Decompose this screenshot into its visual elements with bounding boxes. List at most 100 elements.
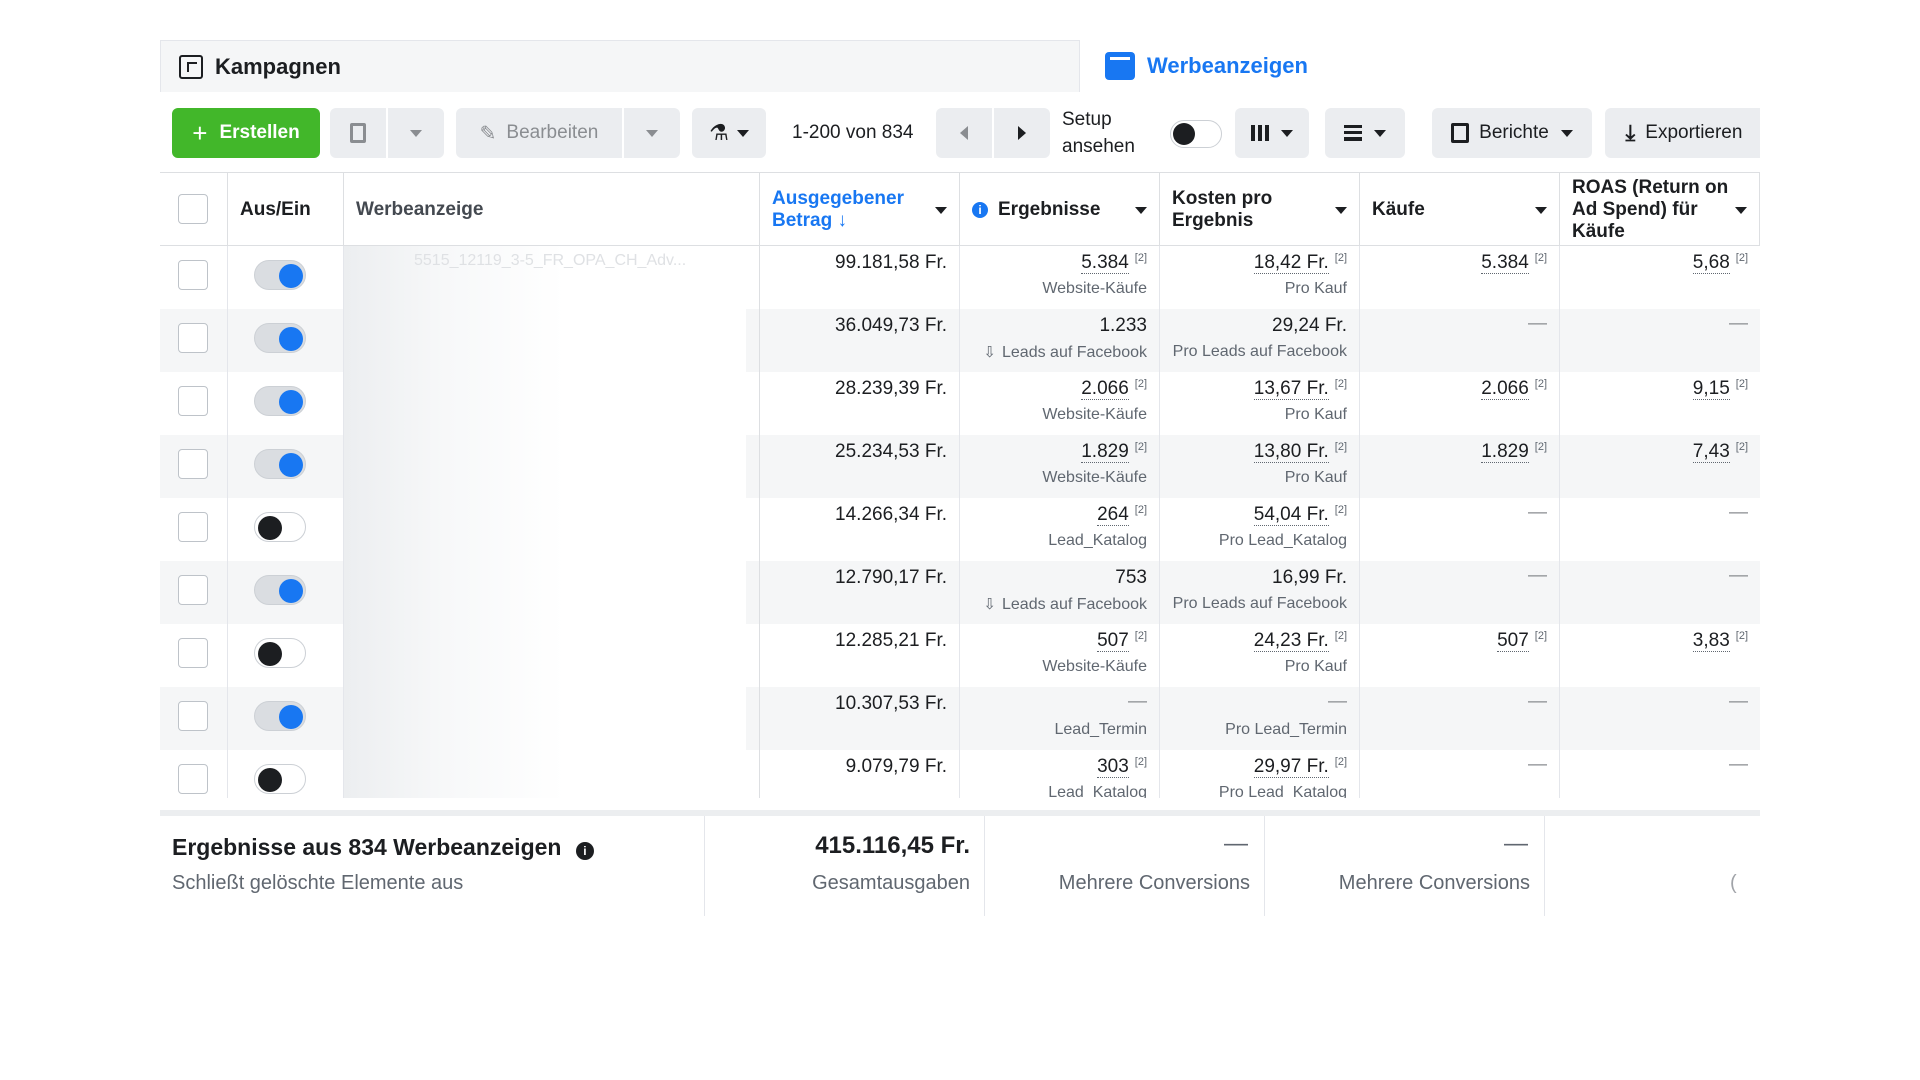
ad-status-toggle[interactable] (254, 512, 306, 542)
value-text: 264 (1097, 504, 1129, 526)
results-value[interactable]: 264 [2] (1097, 504, 1147, 526)
info-icon[interactable]: i (575, 842, 594, 860)
value-text: 24,23 Fr. (1253, 630, 1329, 652)
results-value[interactable]: 2.066 [2] (1081, 378, 1147, 400)
ad-name-cell[interactable]: 5515_12119_3-5_FR_OPA_CH_Adv... (344, 246, 760, 309)
edit-dropdown-button[interactable] (624, 108, 680, 158)
cost-value[interactable]: 16,99 Fr. (1272, 567, 1347, 589)
header-purchases[interactable]: Käufe (1360, 173, 1560, 246)
ad-status-toggle[interactable] (254, 638, 306, 668)
export-button-label: Exportieren (1645, 122, 1743, 143)
table-row[interactable]: 9.079,79 Fr. 303 [2] Lead_Katalog 29,97 Fr. [… (160, 750, 1760, 798)
ad-status-toggle[interactable] (254, 701, 306, 731)
cost-value: — (1328, 691, 1347, 712)
table-row[interactable]: 12.790,17 Fr. 753 ⇩ Leads auf Facebook 16,99… (160, 561, 1760, 624)
ab-test-button[interactable]: ⚗ (692, 108, 766, 158)
header-results[interactable]: i Ergebnisse (960, 173, 1160, 246)
results-value[interactable]: 5.384 [2] (1081, 252, 1147, 274)
table-row[interactable]: 28.239,39 Fr. 2.066 [2] Website-Käufe 13,67 … (160, 372, 1760, 435)
table-row[interactable]: 25.234,53 Fr. 1.829 [2] Website-Käufe 13,80 … (160, 435, 1760, 498)
ad-name-cell[interactable] (344, 435, 760, 498)
ad-status-toggle[interactable] (254, 449, 306, 479)
ad-name-cell[interactable] (344, 624, 760, 687)
purchases-value[interactable]: 507 [2] (1497, 630, 1547, 652)
header-roas[interactable]: ROAS (Return on Ad Spend) für Käufe (1560, 173, 1760, 246)
next-page-button[interactable] (994, 108, 1050, 158)
results-value[interactable]: 1.233 (1099, 315, 1147, 337)
info-icon[interactable]: i (972, 201, 988, 218)
roas-value[interactable]: 5,68 [2] (1692, 252, 1748, 274)
header-onoff[interactable]: Aus/Ein (228, 173, 344, 246)
table-row[interactable]: 36.049,73 Fr. 1.233 ⇩ Leads auf Facebook 29,… (160, 309, 1760, 372)
ad-status-toggle[interactable] (254, 260, 306, 290)
results-value[interactable]: 303 [2] (1097, 756, 1147, 778)
cost-value[interactable]: 24,23 Fr. [2] (1253, 630, 1347, 652)
cost-value[interactable]: 29,24 Fr. (1272, 315, 1347, 337)
cost-value[interactable]: 13,67 Fr. [2] (1253, 378, 1347, 400)
row-checkbox[interactable] (178, 575, 208, 605)
purchases-value[interactable]: 5.384 [2] (1481, 252, 1547, 274)
ad-name-cell[interactable] (344, 309, 760, 372)
breakdown-button[interactable] (1325, 108, 1405, 158)
header-ad-name[interactable]: Werbeanzeige (344, 173, 760, 246)
duplicate-dropdown-button[interactable] (388, 108, 444, 158)
select-cell (160, 372, 228, 435)
ad-name-cell[interactable] (344, 498, 760, 561)
cost-value[interactable]: 29,97 Fr. [2] (1253, 756, 1347, 778)
table-row[interactable]: 5515_12119_3-5_FR_OPA_CH_Adv... 99.181,58… (160, 246, 1760, 309)
row-checkbox[interactable] (178, 449, 208, 479)
ad-status-toggle[interactable] (254, 323, 306, 353)
summary-cost-label: Mehrere Conversions (1338, 872, 1530, 894)
view-setup-line1: Setup (1062, 109, 1112, 130)
lead-download-icon: ⇩ (983, 344, 996, 361)
ad-status-toggle[interactable] (254, 386, 306, 416)
row-checkbox[interactable] (178, 260, 208, 290)
ads-table: Aus/Ein Werbeanzeige Ausgegebener Betrag… (160, 172, 1760, 798)
cost-value[interactable]: 18,42 Fr. [2] (1253, 252, 1347, 274)
ad-name-cell[interactable] (344, 372, 760, 435)
row-checkbox[interactable] (178, 512, 208, 542)
row-checkbox[interactable] (178, 323, 208, 353)
tab-campaigns[interactable]: Kampagnen (160, 40, 1080, 92)
cost-value[interactable]: 13,80 Fr. [2] (1253, 441, 1347, 463)
ad-status-toggle[interactable] (254, 764, 306, 794)
tab-ads[interactable]: Werbeanzeigen (1105, 40, 1308, 92)
edit-button[interactable]: ✎ Bearbeiten (456, 108, 622, 158)
row-checkbox[interactable] (178, 386, 208, 416)
value-text: 54,04 Fr. (1253, 504, 1329, 526)
row-checkbox[interactable] (178, 701, 208, 731)
cost-value[interactable]: 54,04 Fr. [2] (1253, 504, 1347, 526)
ad-name-cell[interactable] (344, 687, 760, 750)
summary-roas-cell: ( (1545, 816, 1760, 916)
amount-spent-cell: 9.079,79 Fr. (760, 750, 960, 798)
table-row[interactable]: 10.307,53 Fr. — Lead_Termin — Pro Lead_Termi… (160, 687, 1760, 750)
roas-cell: — (1560, 687, 1760, 750)
results-type: Website-Käufe (1042, 469, 1147, 487)
purchases-value: — (1528, 502, 1547, 523)
row-checkbox[interactable] (178, 638, 208, 668)
columns-button[interactable] (1235, 108, 1309, 158)
roas-value[interactable]: 7,43 [2] (1692, 441, 1748, 463)
results-value[interactable]: 753 (1115, 567, 1147, 589)
row-checkbox[interactable] (178, 764, 208, 794)
roas-value[interactable]: 3,83 [2] (1692, 630, 1748, 652)
header-amount-spent[interactable]: Ausgegebener Betrag ↓ (760, 173, 960, 246)
results-value[interactable]: 1.829 [2] (1081, 441, 1147, 463)
ad-name-cell[interactable] (344, 750, 760, 798)
duplicate-button[interactable] (330, 108, 386, 158)
ad-name-cell[interactable] (344, 561, 760, 624)
purchases-value[interactable]: 1.829 [2] (1481, 441, 1547, 463)
table-row[interactable]: 14.266,34 Fr. 264 [2] Lead_Katalog 54,04 Fr.… (160, 498, 1760, 561)
export-button[interactable]: ⤓ Exportieren (1605, 108, 1760, 158)
create-button[interactable]: + Erstellen (172, 108, 320, 158)
view-setup-toggle[interactable] (1170, 120, 1222, 148)
results-value[interactable]: 507 [2] (1097, 630, 1147, 652)
select-all-checkbox[interactable] (178, 194, 208, 224)
roas-value[interactable]: 9,15 [2] (1692, 378, 1748, 400)
header-cost-per-result[interactable]: Kosten pro Ergebnis (1160, 173, 1360, 246)
purchases-value[interactable]: 2.066 [2] (1481, 378, 1547, 400)
table-row[interactable]: 12.285,21 Fr. 507 [2] Website-Käufe 24,23 Fr… (160, 624, 1760, 687)
ad-status-toggle[interactable] (254, 575, 306, 605)
reports-button[interactable]: Berichte (1432, 108, 1592, 158)
previous-page-button[interactable] (936, 108, 992, 158)
